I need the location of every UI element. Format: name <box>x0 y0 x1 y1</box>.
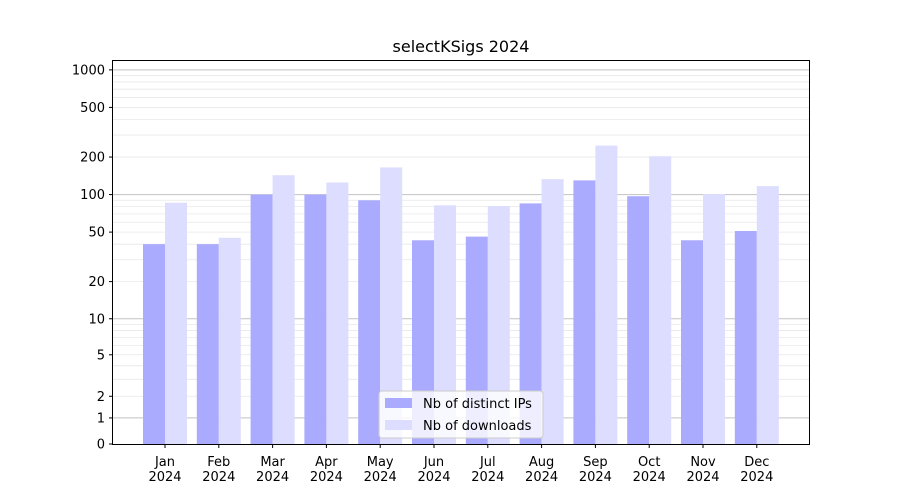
bar-downloads <box>165 202 187 444</box>
y-tick-label: 20 <box>88 275 105 290</box>
y-tick-label: 500 <box>80 101 105 116</box>
bar-downloads <box>649 156 672 444</box>
chart-title: selectKSigs 2024 <box>393 37 530 56</box>
bars <box>143 145 779 445</box>
bar-distinct-ips <box>358 200 381 444</box>
bar-downloads <box>595 145 618 444</box>
x-tick-label: Mar 2024 <box>256 455 289 485</box>
bar-downloads <box>487 205 510 444</box>
y-axis: 0 1 2 5 10 20 50 100 200 500 1000 <box>72 63 113 453</box>
bar-distinct-ips <box>734 231 757 444</box>
x-tick-label: Jun 2024 <box>417 455 450 485</box>
bar-downloads <box>272 175 295 444</box>
legend-swatch-distinct-ips <box>385 398 412 408</box>
x-tick-label: Sep 2024 <box>579 455 612 485</box>
bar-downloads <box>380 167 403 445</box>
bar-distinct-ips <box>627 196 650 444</box>
x-tick-label: Aug 2024 <box>525 455 558 485</box>
y-tick-label: 100 <box>80 188 105 203</box>
bar-distinct-ips <box>304 194 327 444</box>
bar-downloads <box>756 186 779 445</box>
bar-distinct-ips <box>519 203 542 444</box>
bar-distinct-ips <box>250 194 273 444</box>
x-tick-label: Apr 2024 <box>310 455 343 485</box>
bar-downloads <box>541 179 564 445</box>
x-tick-label: Feb 2024 <box>202 455 235 485</box>
y-tick-label: 5 <box>97 348 105 363</box>
bar-distinct-ips <box>143 244 165 444</box>
bar-distinct-ips <box>681 240 703 444</box>
legend-swatch-downloads <box>385 420 412 430</box>
y-tick-label: 200 <box>80 151 105 166</box>
legend-label-distinct-ips: Nb of distinct IPs <box>423 397 532 412</box>
bar-distinct-ips <box>573 180 596 444</box>
bar-downloads <box>326 182 349 444</box>
y-tick-label: 50 <box>88 226 105 241</box>
x-tick-label: Nov 2024 <box>686 455 719 485</box>
legend-label-downloads: Nb of downloads <box>423 419 532 434</box>
y-tick-label: 10 <box>88 312 105 327</box>
bar-downloads <box>703 194 725 444</box>
y-tick-label: 0 <box>97 438 105 453</box>
y-tick-label: 1000 <box>72 63 105 78</box>
x-axis: Jan 2024 Feb 2024 Mar 2024 Apr 2024 May 2024 Jun 20… <box>148 444 773 485</box>
x-tick-label: Jan 2024 <box>148 455 181 485</box>
bar-downloads <box>434 205 456 444</box>
bar-downloads <box>218 237 241 444</box>
y-tick-label: 1 <box>97 411 105 426</box>
legend-box <box>378 390 544 439</box>
x-tick-label: May 2024 <box>364 455 397 485</box>
plot-area-frame <box>112 60 810 445</box>
x-tick-label: Oct 2024 <box>633 455 666 485</box>
legend: Nb of distinct IPs Nb of downloads <box>378 390 544 439</box>
x-tick-label: Jul 2024 <box>471 455 504 485</box>
bar-distinct-ips <box>196 244 219 444</box>
y-tick-label: 2 <box>97 390 105 405</box>
x-tick-label: Dec 2024 <box>740 455 773 485</box>
